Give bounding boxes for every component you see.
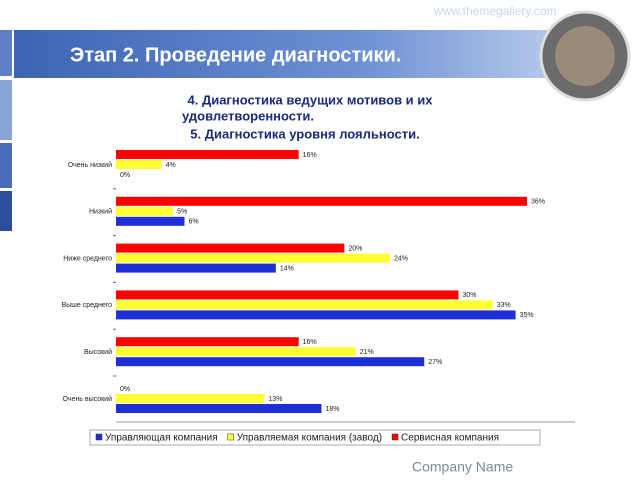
value-label: 16% xyxy=(303,339,317,346)
subtitle: 5. Диагностика уровня лояльности. xyxy=(190,126,419,141)
bar xyxy=(116,404,322,413)
value-label: 14% xyxy=(280,265,294,272)
legend-label: Сервисная компания xyxy=(401,433,499,444)
value-label: 16% xyxy=(303,152,317,159)
category-label: Выше среднего xyxy=(62,302,113,309)
legend-swatch xyxy=(391,433,399,441)
bar xyxy=(116,357,425,367)
value-label: 21% xyxy=(360,349,374,356)
bar xyxy=(116,216,185,226)
bar xyxy=(116,310,516,320)
value-label: 0% xyxy=(120,386,130,393)
bar xyxy=(116,337,299,347)
category-label: Очень высокий xyxy=(62,395,112,403)
value-label: 5% xyxy=(177,209,187,216)
footer: Company Name xyxy=(412,459,513,475)
subtitle: 4. Диагностика ведущих мотивов и их xyxy=(187,92,433,107)
photo-detail xyxy=(555,26,615,86)
watermark: www.themegallery.com xyxy=(433,4,556,18)
value-label: 20% xyxy=(348,245,362,252)
bar xyxy=(116,347,356,357)
value-label: 4% xyxy=(166,162,176,169)
category-label: Ниже среднего xyxy=(63,255,112,262)
category-label: Высокий xyxy=(84,348,112,356)
value-label: 18% xyxy=(326,406,340,413)
bar xyxy=(116,394,265,403)
side-strip xyxy=(0,80,12,140)
legend-label: Управляемая компания (завод) xyxy=(237,433,382,444)
bar xyxy=(116,253,390,263)
title: Этап 2. Проведение диагностики. xyxy=(70,44,401,66)
bar xyxy=(116,263,276,273)
value-label: 13% xyxy=(268,396,282,403)
side-strip xyxy=(0,30,12,76)
legend-swatch xyxy=(95,433,103,441)
value-label: 35% xyxy=(520,312,534,319)
bar xyxy=(116,206,174,216)
value-label: 0% xyxy=(120,172,130,179)
value-label: 24% xyxy=(394,255,408,262)
value-label: 30% xyxy=(463,292,477,299)
value-label: 36% xyxy=(531,199,545,206)
side-strip xyxy=(0,191,12,231)
bar xyxy=(116,160,162,169)
side-strip xyxy=(0,143,12,188)
value-label: 6% xyxy=(189,219,199,226)
bar xyxy=(116,243,345,253)
bar xyxy=(116,196,527,206)
legend-label: Управляющая компания xyxy=(105,433,218,444)
category-label: Низкий xyxy=(89,208,112,216)
value-label: 27% xyxy=(428,359,442,366)
header-bar xyxy=(14,30,600,78)
bar xyxy=(116,150,299,159)
value-label: 33% xyxy=(497,302,511,309)
subtitle: удовлетворенности. xyxy=(182,108,314,123)
legend-box xyxy=(89,429,541,446)
legend-swatch xyxy=(227,433,234,441)
bar xyxy=(116,300,493,310)
bar xyxy=(116,290,459,300)
category-label: Очень низкий xyxy=(68,161,112,169)
